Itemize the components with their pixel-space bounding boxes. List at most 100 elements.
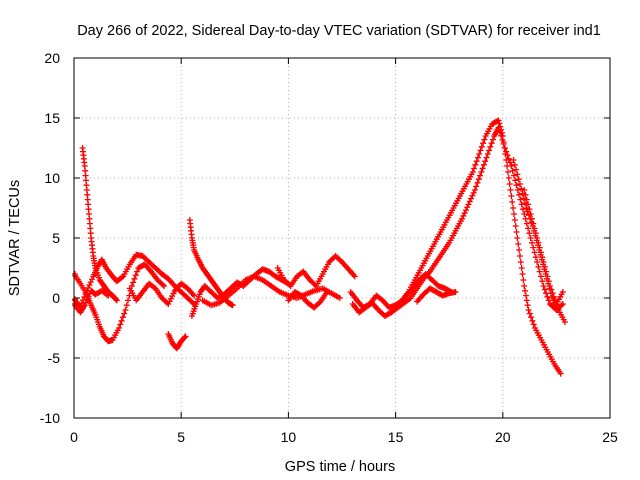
tick-labels: 0 5 10 15 20 25 -10 -5 0 5 10 15 20 (40, 50, 618, 445)
data-point (519, 271, 526, 277)
data-point (517, 196, 524, 203)
x-tick-label: 0 (70, 429, 78, 445)
data-point (496, 120, 503, 127)
data-point (499, 136, 506, 143)
data-point (516, 247, 523, 253)
data-point (534, 235, 541, 241)
data-point (316, 299, 323, 306)
data-point (525, 225, 532, 232)
data-point (474, 154, 481, 161)
data-point (351, 273, 358, 280)
data-point (510, 157, 517, 163)
data-point (532, 230, 539, 237)
data-point (480, 140, 487, 147)
data-point (161, 283, 168, 289)
series-track-q (521, 187, 566, 307)
data-point (515, 241, 522, 247)
data-point (84, 296, 91, 303)
data-point (529, 317, 536, 324)
data-point (477, 147, 484, 154)
x-axis-label: GPS time / hours (285, 459, 395, 475)
data-point (116, 325, 123, 331)
data-point (507, 159, 514, 166)
data-point (517, 259, 524, 265)
data-point (495, 117, 502, 124)
y-tick-label: -5 (48, 350, 61, 366)
data-point (536, 268, 543, 275)
data-point (469, 169, 476, 175)
data-point (530, 244, 537, 251)
data-point (558, 302, 565, 309)
data-point (480, 161, 487, 168)
data-point (549, 290, 556, 297)
data-point (511, 161, 518, 168)
data-point (536, 244, 543, 251)
data-point (522, 191, 529, 198)
data-point (80, 297, 87, 304)
data-point (119, 314, 126, 321)
data-point (557, 370, 564, 377)
data-point (548, 286, 555, 293)
data-point (118, 317, 125, 324)
data-point (496, 128, 503, 135)
y-tick-label: 20 (44, 50, 60, 66)
data-point (510, 172, 517, 179)
data-point (479, 165, 486, 172)
y-axis-label: SDTVAR / TECUs (7, 180, 23, 296)
data-point (530, 220, 537, 227)
data-point (86, 282, 93, 289)
data-point (513, 229, 520, 235)
series-track-o (414, 285, 459, 305)
data-point (489, 136, 496, 143)
data-point (478, 143, 485, 150)
data-point (121, 310, 128, 317)
data-point (537, 273, 544, 280)
data-point (472, 161, 479, 168)
data-point (514, 235, 521, 241)
data-point (531, 249, 538, 256)
data-point (522, 292, 529, 299)
chart-title: Day 266 of 2022, Sidereal Day-to-day VTE… (77, 23, 601, 39)
data-point (465, 201, 472, 208)
data-point (505, 155, 512, 162)
data-point (469, 192, 476, 199)
data-point (509, 167, 516, 174)
data-point (87, 279, 94, 286)
data-point (540, 259, 547, 265)
data-point (181, 334, 188, 341)
series-track-d (72, 287, 112, 316)
data-point (134, 268, 141, 275)
data-point (532, 254, 539, 261)
x-tick-label: 20 (495, 429, 511, 445)
data-point (526, 310, 533, 317)
data-point (528, 314, 535, 321)
data-point (527, 211, 534, 217)
y-tick-label: 5 (52, 230, 60, 246)
data-point (519, 190, 526, 197)
series-track-k (285, 289, 330, 311)
data-point (523, 297, 530, 304)
data-point (504, 169, 511, 175)
data-point (119, 274, 126, 281)
x-tick-label: 25 (602, 429, 618, 445)
data-point (501, 145, 508, 151)
data-point (524, 302, 531, 309)
data-point (526, 230, 533, 237)
data-point (229, 302, 236, 309)
data-point (461, 210, 468, 217)
data-point (471, 187, 478, 193)
data-point (475, 176, 482, 183)
data-point (125, 297, 132, 304)
series-track-j (274, 253, 358, 289)
data-points (72, 117, 568, 377)
data-point (78, 300, 85, 307)
data-point (507, 187, 514, 193)
series-track-e (126, 280, 198, 307)
data-point (522, 287, 529, 294)
data-point (486, 147, 493, 154)
data-point (525, 201, 532, 208)
data-point (488, 140, 495, 147)
data-point (336, 295, 343, 301)
data-point (516, 191, 523, 198)
data-point (518, 265, 525, 271)
